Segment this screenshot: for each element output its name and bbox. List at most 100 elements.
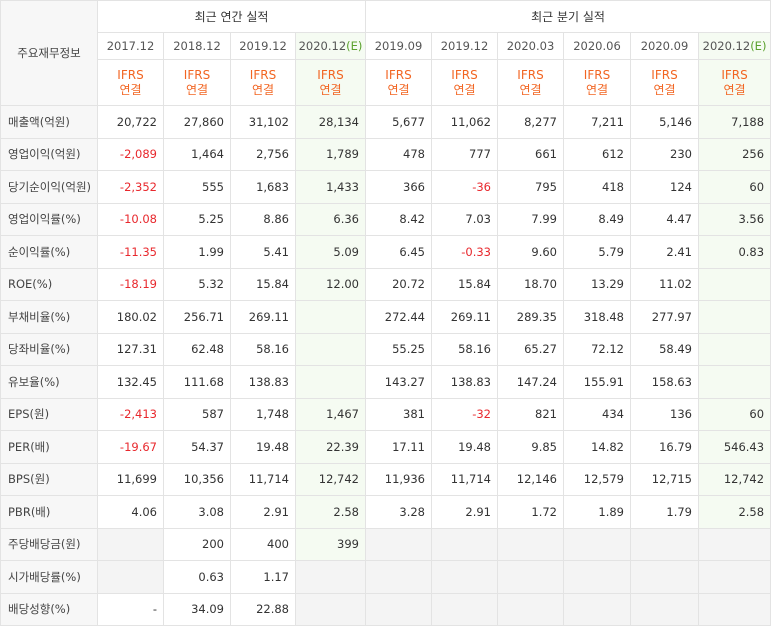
- row-label: 배당성향(%): [0, 592, 98, 626]
- table-cell: [697, 332, 771, 366]
- table-cell: 3.28: [365, 495, 432, 529]
- table-cell: 138.83: [230, 365, 296, 399]
- consolidated-label: 연결: [585, 82, 609, 97]
- table-cell: 8.42: [365, 202, 432, 236]
- table-cell: [295, 592, 366, 626]
- label-column-header: 주요재무정보: [0, 0, 98, 106]
- ifrs-label: IFRS: [721, 67, 748, 82]
- table-cell: 2.91: [431, 495, 498, 529]
- table-cell: [431, 592, 498, 626]
- table-cell: 4.06: [97, 495, 164, 529]
- table-cell: 9.60: [497, 235, 564, 269]
- table-cell: 400: [230, 527, 296, 561]
- row-label: 유보율(%): [0, 365, 98, 399]
- table-cell: [365, 592, 432, 626]
- period-header: 2019.09: [365, 32, 432, 60]
- table-cell: 11.02: [630, 267, 699, 301]
- table-cell: -32: [431, 397, 498, 431]
- table-cell: [697, 560, 771, 594]
- table-cell: [97, 560, 164, 594]
- table-row: 유보율(%) 132.45 111.68 138.83 143.27 138.83 147.…: [0, 365, 771, 399]
- table-cell: 127.31: [97, 332, 164, 366]
- table-cell: 58.16: [431, 332, 498, 366]
- table-cell: 587: [163, 397, 231, 431]
- table-cell: 12,579: [563, 462, 631, 496]
- table-cell: [697, 267, 771, 301]
- table-cell: -0.33: [431, 235, 498, 269]
- table-cell: 5.25: [163, 202, 231, 236]
- table-cell: -18.19: [97, 267, 164, 301]
- table-cell: 1,683: [230, 170, 296, 204]
- table-cell: 1.17: [230, 560, 296, 594]
- table-cell: 200: [163, 527, 231, 561]
- table-row: 배당성향(%) -34.09 22.88: [0, 592, 771, 626]
- table-cell: 12,742: [697, 462, 771, 496]
- table-cell: [295, 300, 366, 334]
- period-label: 2019.09: [374, 39, 423, 53]
- table-cell: 6.36: [295, 202, 366, 236]
- ifrs-consolidated-label: IFRS 연결: [365, 59, 432, 106]
- table-cell: 143.27: [365, 365, 432, 399]
- table-cell: 7,188: [697, 105, 771, 139]
- table-row: 순이익률(%) -11.35 1.99 5.41 5.09 6.45 -0.33 9.60 5.…: [0, 235, 771, 269]
- table-cell: -19.67: [97, 430, 164, 464]
- table-cell: 7,211: [563, 105, 631, 139]
- consolidated-label: 연결: [185, 82, 209, 97]
- table-cell: 1.89: [563, 495, 631, 529]
- table-row: ROE(%) -18.19 5.32 15.84 12.00 20.72 15.84 18.7…: [0, 267, 771, 301]
- row-label: 당기순이익(억원): [0, 170, 98, 204]
- table-cell: 14.82: [563, 430, 631, 464]
- table-cell: 1,464: [163, 137, 231, 171]
- row-label: EPS(원): [0, 397, 98, 431]
- table-cell: 12,742: [295, 462, 366, 496]
- table-cell: -2,413: [97, 397, 164, 431]
- ifrs-consolidated-label: IFRS 연결: [697, 59, 771, 106]
- table-cell: [97, 527, 164, 561]
- table-cell: 318.48: [563, 300, 631, 334]
- table-cell: 124: [630, 170, 699, 204]
- ifrs-consolidated-label: IFRS 연결: [563, 59, 631, 106]
- table-cell: 230: [630, 137, 699, 171]
- table-cell: -2,089: [97, 137, 164, 171]
- period-label: 2020.03: [506, 39, 555, 53]
- consolidated-label: 연결: [723, 82, 746, 97]
- row-label: PER(배): [0, 430, 98, 464]
- table-cell: 1.72: [497, 495, 564, 529]
- annual-group-header: 최근 연간 실적: [97, 0, 366, 33]
- table-cell: 54.37: [163, 430, 231, 464]
- ifrs-consolidated-label: IFRS 연결: [630, 59, 699, 106]
- period-header: 2020.06: [563, 32, 631, 60]
- table-cell: 15.84: [431, 267, 498, 301]
- table-row: 영업이익(억원) -2,089 1,464 2,756 1,789 478 777 661 61…: [0, 137, 771, 171]
- table-cell: 11,714: [431, 462, 498, 496]
- table-cell: 1,433: [295, 170, 366, 204]
- row-label: 영업이익(억원): [0, 137, 98, 171]
- table-cell: -36: [431, 170, 498, 204]
- table-cell: 13.29: [563, 267, 631, 301]
- table-cell: [295, 365, 366, 399]
- table-cell: -2,352: [97, 170, 164, 204]
- table-cell: 8.49: [563, 202, 631, 236]
- table-row: PBR(배) 4.06 3.08 2.91 2.58 3.28 2.91 1.72 1.89 1.…: [0, 495, 771, 529]
- table-cell: 5.79: [563, 235, 631, 269]
- row-label: 순이익률(%): [0, 235, 98, 269]
- table-row: 부채비율(%) 180.02 256.71 269.11 272.44 269.11 289…: [0, 300, 771, 334]
- table-cell: 19.48: [431, 430, 498, 464]
- table-cell: 555: [163, 170, 231, 204]
- table-cell: [365, 527, 432, 561]
- row-label: 시가배당률(%): [0, 560, 98, 594]
- table-cell: 132.45: [97, 365, 164, 399]
- table-cell: 20,722: [97, 105, 164, 139]
- ifrs-header-row: IFRS 연결 IFRS 연결 IFRS 연결 IFRS 연결 IFRS 연결 IFRS 연결 IFRS…: [1, 59, 771, 106]
- table-cell: 58.49: [630, 332, 699, 366]
- table-row: 매출액(억원) 20,722 27,860 31,102 28,134 5,677 11,0…: [0, 105, 771, 139]
- ifrs-consolidated-label: IFRS 연결: [163, 59, 231, 106]
- table-cell: 60: [697, 170, 771, 204]
- table-cell: 11,062: [431, 105, 498, 139]
- period-header: 2020.09: [630, 32, 699, 60]
- table-cell: 2.58: [295, 495, 366, 529]
- table-cell: [697, 300, 771, 334]
- ifrs-label: IFRS: [451, 67, 478, 82]
- row-label: 매출액(억원): [0, 105, 98, 139]
- period-label: 2020.12: [702, 39, 751, 53]
